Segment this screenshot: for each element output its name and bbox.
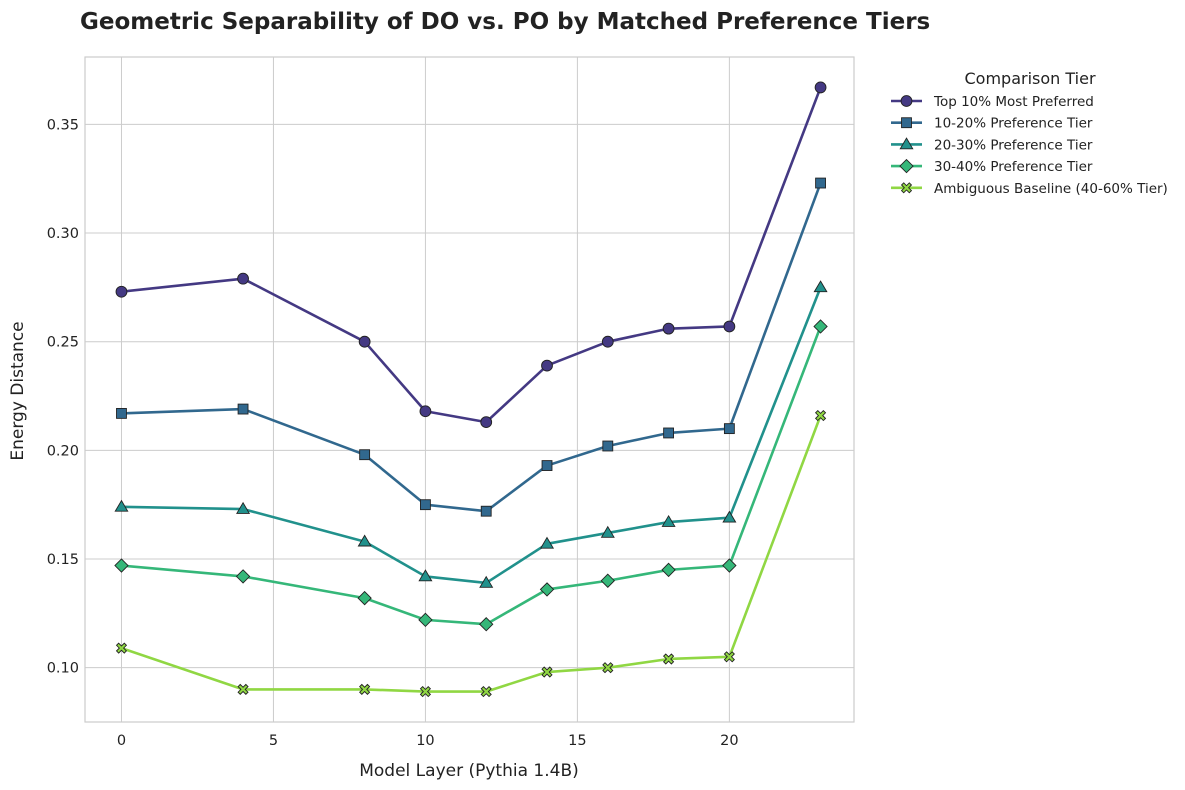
data-point	[357, 534, 372, 547]
data-point	[116, 407, 127, 419]
data-point	[723, 320, 736, 333]
legend-marker	[899, 137, 914, 150]
series-line	[121, 415, 822, 693]
data-point	[815, 177, 826, 189]
legend-item: Ambiguous Baseline (40-60% Tier)	[891, 181, 1168, 197]
series-4	[114, 319, 828, 632]
data-point	[114, 558, 129, 573]
series-5	[115, 409, 827, 698]
data-point	[600, 525, 615, 538]
data-point	[601, 335, 614, 348]
series-1	[115, 81, 827, 428]
data-point	[237, 683, 249, 695]
legend-label: 30-40% Preference Tier	[934, 159, 1093, 175]
series-line	[121, 326, 822, 626]
y-axis-label: Energy Distance	[8, 321, 28, 460]
legend-marker	[900, 95, 913, 107]
series-group	[114, 81, 828, 698]
data-point	[814, 81, 827, 94]
data-point	[661, 562, 676, 578]
data-point	[418, 612, 433, 628]
legend-item: 30-40% Preference Tier	[891, 158, 1093, 175]
legend-item: 20-30% Preference Tier	[891, 137, 1093, 153]
chart-title: Geometric Separability of DO vs. PO by M…	[80, 9, 930, 35]
series-line	[121, 286, 822, 585]
grid	[85, 57, 854, 722]
data-point	[661, 514, 676, 527]
y-tick-label: 0.10	[47, 661, 79, 677]
series-3	[114, 280, 828, 588]
data-point	[114, 499, 129, 512]
data-point	[602, 662, 614, 674]
data-point	[359, 449, 371, 461]
legend-label: Top 10% Most Preferred	[933, 94, 1094, 110]
y-tick-label: 0.15	[47, 552, 79, 568]
legend-label: 10-20% Preference Tier	[934, 116, 1093, 132]
data-point	[541, 460, 553, 471]
data-point	[358, 335, 371, 348]
legend-label: Ambiguous Baseline (40-60% Tier)	[934, 181, 1168, 197]
data-point	[115, 285, 128, 298]
data-point	[722, 510, 737, 523]
data-point	[541, 359, 553, 372]
y-tick-label: 0.35	[47, 117, 79, 133]
data-point	[479, 575, 494, 588]
data-point	[237, 403, 249, 415]
data-point	[418, 569, 433, 582]
x-tick-label: 5	[269, 733, 278, 749]
x-tick-label: 15	[568, 733, 586, 749]
x-axis-ticks: 0 5 10 15 20	[117, 733, 739, 749]
data-point	[359, 683, 371, 695]
x-tick-label: 10	[416, 733, 434, 749]
x-tick-label: 0	[117, 733, 126, 749]
data-point	[539, 582, 555, 597]
y-tick-label: 0.25	[47, 335, 79, 351]
data-point	[723, 651, 735, 663]
series-2	[116, 177, 826, 517]
data-point	[662, 322, 675, 335]
data-point	[813, 280, 828, 293]
data-point	[115, 642, 128, 654]
legend-marker	[899, 158, 914, 174]
legend-marker	[900, 182, 913, 194]
data-point	[813, 319, 828, 334]
legend-marker	[901, 117, 912, 129]
legend-item: Top 10% Most Preferred	[891, 94, 1094, 110]
series-line	[121, 86, 822, 424]
data-point	[237, 272, 249, 285]
data-point	[723, 423, 735, 435]
data-point	[480, 685, 492, 698]
data-point	[480, 505, 492, 517]
data-point	[722, 558, 737, 573]
series-line	[121, 182, 822, 513]
data-point	[480, 416, 493, 428]
plot-frame	[84, 56, 855, 723]
legend: Comparison Tier Top 10% Most Preferred 10…	[891, 69, 1168, 197]
data-point	[420, 499, 431, 511]
data-point	[600, 573, 615, 588]
legend-item: 10-20% Preference Tier	[891, 116, 1093, 132]
data-point	[235, 569, 251, 584]
y-tick-label: 0.30	[47, 226, 79, 242]
y-axis-ticks: 0.10 0.15 0.20 0.25 0.30 0.35	[47, 117, 79, 676]
y-tick-label: 0.20	[47, 443, 79, 459]
legend-title: Comparison Tier	[964, 69, 1095, 88]
x-axis-label: Model Layer (Pythia 1.4B)	[359, 761, 579, 781]
x-tick-label: 20	[720, 733, 738, 749]
data-point	[479, 617, 494, 632]
data-point	[236, 501, 251, 514]
plot-area	[85, 57, 854, 722]
data-point	[539, 536, 555, 549]
data-point	[662, 653, 675, 665]
legend-label: 20-30% Preference Tier	[934, 137, 1093, 153]
data-point	[663, 427, 674, 439]
data-point	[814, 409, 827, 422]
data-point	[419, 405, 432, 418]
data-point	[419, 685, 432, 698]
data-point	[602, 440, 614, 452]
data-point	[357, 590, 372, 606]
data-point	[541, 666, 553, 678]
